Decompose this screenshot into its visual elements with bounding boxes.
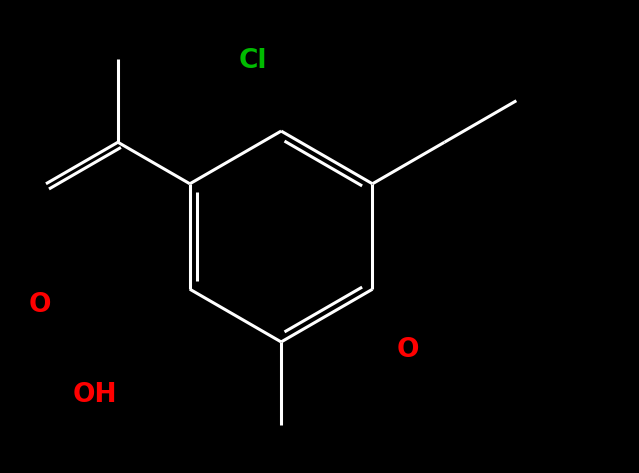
Text: O: O bbox=[396, 337, 419, 363]
Text: O: O bbox=[28, 292, 51, 318]
Text: OH: OH bbox=[72, 382, 117, 408]
Text: Cl: Cl bbox=[238, 49, 266, 74]
